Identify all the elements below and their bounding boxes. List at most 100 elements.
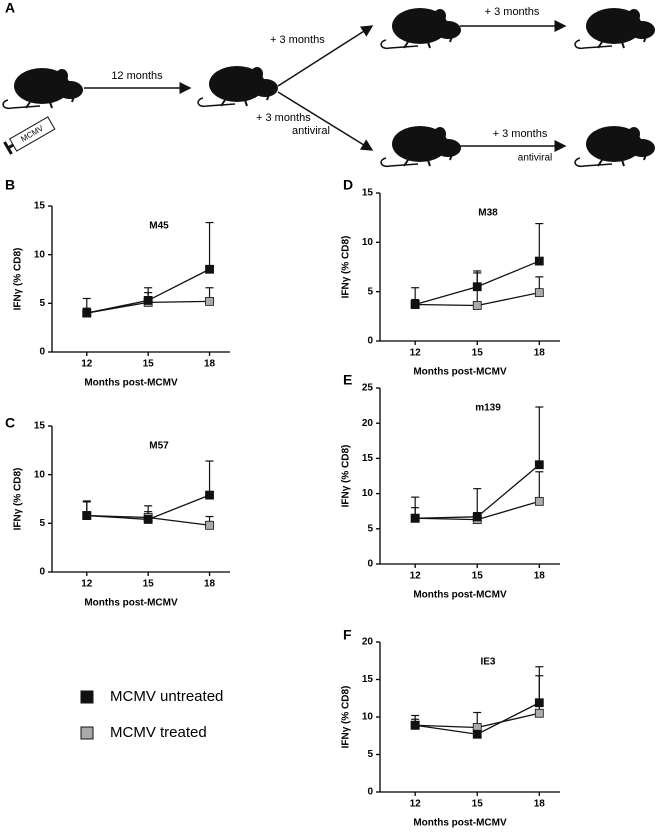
x-tick-label: 15 — [143, 579, 155, 590]
data-point — [205, 520, 214, 530]
y-tick-label: 0 — [39, 567, 45, 578]
y-axis-label: IFNγ (% CD8) — [341, 236, 352, 299]
data-point — [534, 496, 544, 506]
y-tick-label: 5 — [367, 523, 373, 534]
y-tick-label: 5 — [39, 518, 45, 529]
data-point — [534, 698, 544, 708]
mouse-icon — [2, 67, 84, 110]
mouse-icon — [197, 65, 279, 108]
y-tick-label: 15 — [362, 453, 374, 464]
data-point — [205, 264, 214, 274]
panel-label: C — [5, 415, 15, 431]
x-tick-label: 18 — [534, 799, 546, 810]
x-tick-label: 18 — [534, 348, 546, 359]
arrow-label: + 3 months — [485, 6, 540, 18]
y-tick-label: 0 — [367, 787, 373, 798]
panel-label: D — [343, 177, 353, 193]
x-tick-label: 12 — [81, 579, 93, 590]
y-tick-label: 10 — [362, 488, 374, 499]
chart-title: M38 — [478, 208, 498, 219]
data-point — [205, 296, 214, 306]
y-axis-label: IFNγ (% CD8) — [13, 468, 24, 531]
y-tick-label: 10 — [34, 249, 46, 260]
y-tick-label: 15 — [362, 674, 374, 685]
panel-label: E — [343, 372, 352, 388]
x-tick-label: 15 — [472, 348, 484, 359]
mouse-icon — [380, 7, 462, 50]
chart-panel: F IE3 0 5 10 15 20 12 15 18 Months post-MCMV IFNγ (… — [341, 627, 560, 829]
arrow — [277, 25, 374, 87]
x-tick-label: 12 — [410, 571, 422, 582]
y-tick-label: 10 — [362, 712, 374, 723]
data-point — [82, 308, 92, 318]
data-point — [472, 512, 482, 522]
data-point — [472, 282, 482, 292]
panel-label: F — [343, 627, 352, 643]
data-point — [472, 301, 482, 310]
x-tick-label: 12 — [410, 799, 422, 810]
x-tick-label: 15 — [472, 571, 484, 582]
chart-panel: C M57 0 5 10 15 12 15 18 Months post-MCMV IFNγ (% … — [5, 415, 230, 609]
data-point — [534, 460, 544, 470]
arrow-label: antiviral — [518, 153, 552, 164]
y-tick-label: 25 — [362, 383, 374, 394]
y-axis-label: IFNγ (% CD8) — [13, 248, 24, 311]
arrow-label: + 3 months — [493, 128, 548, 140]
legend-label: MCMV untreated — [110, 688, 223, 705]
legend-swatch — [80, 726, 94, 740]
data-point — [143, 515, 153, 524]
x-tick-label: 12 — [81, 359, 93, 370]
data-point — [534, 256, 544, 266]
y-tick-label: 5 — [367, 749, 373, 760]
arrow — [277, 91, 374, 151]
x-tick-label: 18 — [204, 579, 216, 590]
data-point — [82, 511, 92, 520]
chart-panel: B M45 0 5 10 15 12 15 18 Months post-MCMV IFNγ (% … — [5, 177, 230, 389]
y-tick-label: 5 — [367, 286, 373, 297]
arrow-label: + 3 months — [270, 34, 325, 46]
y-tick-label: 15 — [34, 201, 46, 212]
data-point — [534, 708, 544, 718]
chart-title: M57 — [149, 441, 169, 452]
mouse-icon — [380, 125, 462, 168]
chart-title: M45 — [149, 221, 169, 232]
x-tick-label: 15 — [472, 799, 484, 810]
panel-label: B — [5, 177, 15, 193]
y-tick-label: 0 — [367, 336, 373, 347]
x-tick-label: 12 — [410, 348, 422, 359]
y-tick-label: 20 — [362, 418, 374, 429]
chart-title: m139 — [475, 403, 501, 414]
y-tick-label: 15 — [34, 421, 46, 432]
legend-swatch — [80, 690, 94, 704]
y-tick-label: 0 — [39, 347, 45, 358]
mouse-icon — [574, 125, 656, 168]
y-tick-label: 10 — [34, 469, 46, 480]
data-point — [472, 729, 482, 739]
data-point — [410, 720, 420, 730]
data-point — [410, 300, 420, 309]
y-axis-label: IFNγ (% CD8) — [341, 686, 352, 749]
mouse-icon — [574, 7, 656, 50]
arrow-label: antiviral — [292, 125, 330, 137]
x-axis-label: Months post-MCMV — [413, 367, 507, 378]
data-point — [534, 288, 544, 298]
data-point — [205, 490, 214, 500]
syringe: MCMV — [3, 116, 56, 155]
y-axis-label: IFNγ (% CD8) — [341, 445, 352, 508]
panel-a: A MCMV 12 months + 3 months + 3 months a… — [2, 0, 656, 168]
chart-panel: D M38 0 5 10 15 12 15 18 Months post-MCMV IFNγ (% … — [341, 177, 560, 378]
y-tick-label: 5 — [39, 298, 45, 309]
x-tick-label: 18 — [534, 571, 546, 582]
y-tick-label: 15 — [362, 188, 374, 199]
panel-label: A — [5, 0, 15, 16]
data-point — [410, 513, 420, 523]
legend-label: MCMV treated — [110, 724, 207, 741]
y-tick-label: 20 — [362, 637, 374, 648]
arrow-label: 12 months — [111, 70, 163, 82]
x-axis-label: Months post-MCMV — [413, 818, 507, 829]
x-tick-label: 15 — [143, 359, 155, 370]
y-tick-label: 10 — [362, 237, 374, 248]
y-tick-label: 0 — [367, 559, 373, 570]
